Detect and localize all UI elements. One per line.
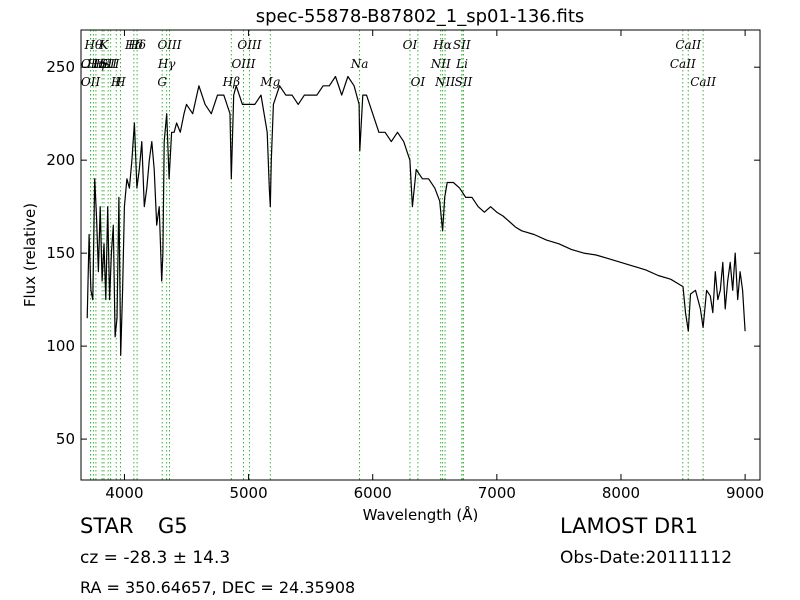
spectral-line-label: Na: [350, 57, 369, 71]
spectral-line-label: Hη: [86, 57, 105, 71]
spectral-line-label: Li: [455, 57, 468, 71]
spectral-line-label: Hδ: [124, 38, 143, 52]
plot-frame: [80, 29, 761, 481]
spectral-line-label: OI: [411, 75, 426, 89]
chart-title: spec-55878-B87802_1_sp01-136.fits: [255, 6, 585, 27]
spectral-line-label: OIII: [157, 38, 181, 52]
spectral-line-label: SII: [453, 38, 471, 52]
x-tick-label: 4000: [105, 484, 143, 502]
observation-date: Obs-Date:20111112: [560, 548, 733, 568]
spectral-line-label: OII: [81, 75, 101, 89]
spectral-line-label: Hϵ: [93, 57, 111, 71]
ra-dec-coordinates: RA = 350.64657, DEC = 24.35908: [80, 578, 356, 597]
survey-name: LAMOST DR1: [560, 514, 699, 538]
spectral-line-label: CaII: [690, 75, 716, 89]
spectrum-series-line: [86, 75, 746, 356]
spectral-line-label: G: [157, 75, 167, 89]
spectral-line-label: SII: [455, 75, 473, 89]
spectral-line-label: H: [114, 75, 126, 89]
spectral-line-label: SII: [102, 57, 120, 71]
y-tick-label: 250: [46, 58, 75, 76]
spectral-line-label: Mg: [259, 75, 280, 89]
y-tick-label: 50: [56, 430, 75, 448]
y-tick-label: 150: [46, 244, 75, 262]
redshift-cz: cz = -28.3 ± 14.3: [80, 548, 231, 568]
spectral-line-label: CaII: [670, 57, 696, 71]
object-class: STAR: [80, 514, 134, 538]
spectral-line-label: CaII: [675, 38, 701, 52]
y-tick-label: 100: [46, 337, 75, 355]
x-tick-label: 5000: [229, 484, 267, 502]
spectral-line-label: NII: [434, 75, 455, 89]
x-tick-label: 6000: [354, 484, 392, 502]
spectral-line-label: H: [110, 75, 122, 89]
y-tick-label: 200: [46, 151, 75, 169]
spectral-line-label: OI: [403, 38, 418, 52]
x-tick-label: 8000: [602, 484, 640, 502]
spectral-line-label: NII: [430, 57, 451, 71]
spectral-line-label: Hδ: [127, 38, 146, 52]
spectral-line-label: SII: [99, 57, 117, 71]
spectral-line-label: OIII: [231, 57, 255, 71]
spectral-line-label: Hγ: [157, 57, 176, 71]
spectral-line-label: Hβ: [222, 75, 240, 89]
x-axis-label: Wavelength (Å): [362, 506, 479, 524]
spectral-line-label: OII: [81, 57, 101, 71]
y-axis-label: Flux (relative): [21, 202, 39, 308]
spectral-line-label: K: [98, 38, 109, 52]
spectral-line-label: Hα: [432, 38, 452, 52]
spectral-line-label: OIII: [237, 38, 261, 52]
spectral-line-label: Hθ: [84, 38, 103, 52]
x-tick-label: 9000: [726, 484, 764, 502]
y-axis-label-container: Flux (relative): [12, 30, 48, 480]
object-subclass: G5: [158, 514, 188, 538]
x-tick-label: 7000: [478, 484, 516, 502]
